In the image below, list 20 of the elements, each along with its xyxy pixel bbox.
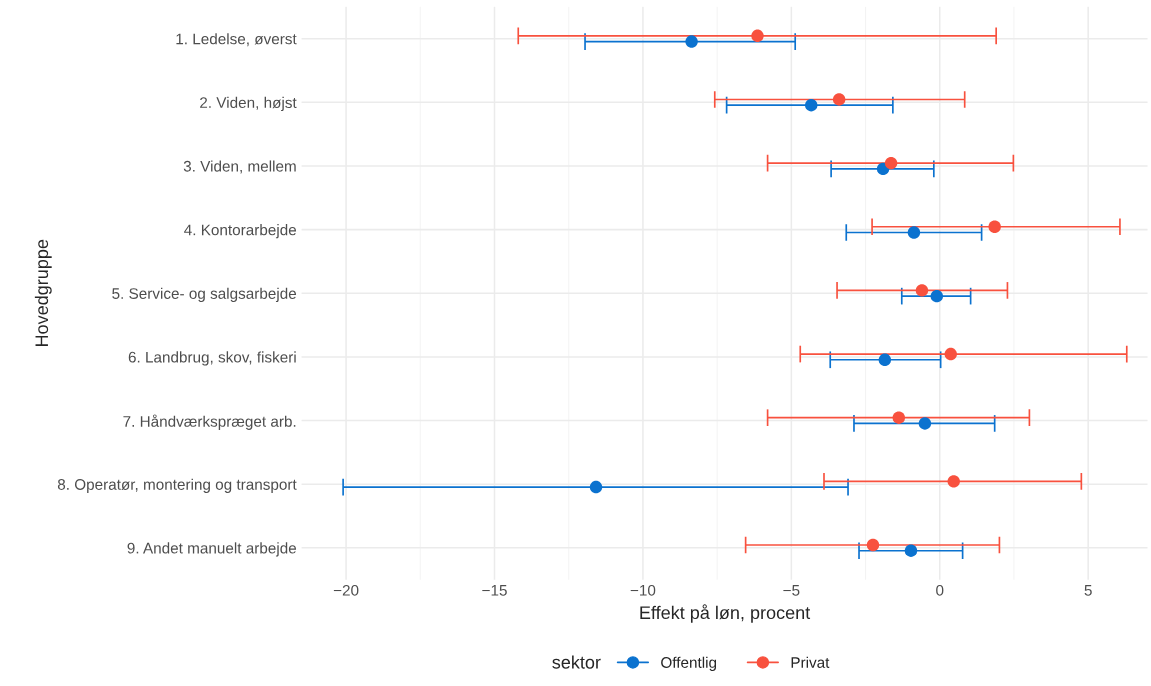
y-tick-label: 5. Service- og salgsarbejde: [112, 287, 297, 302]
y-tick-label: 3. Viden, mellem: [183, 160, 296, 174]
y-tick-label: 7. Håndværkspræget arb.: [123, 414, 296, 430]
y-tick-label: 1. Ledelse, øverst: [176, 33, 297, 47]
y-tick-label: 2. Viden, højst: [200, 96, 297, 112]
y-tick-label: 9. Andet manuelt arbejde: [127, 542, 297, 557]
y-tick-label: 4. Kontorarbejde: [184, 224, 297, 239]
x-tick-label: 5: [1084, 585, 1092, 596]
y-axis-title: Hovedgruppe: [34, 239, 52, 346]
x-tick-label: −20: [333, 584, 359, 596]
x-tick-label: 0: [936, 584, 944, 596]
legend-label: Offentlig: [661, 656, 717, 671]
legend-title: sektor: [552, 655, 601, 669]
x-axis-title: Effekt på løn, procent: [640, 604, 811, 623]
y-tick-label: 6. Landbrug, skov, fiskeri: [128, 351, 296, 366]
x-tick-label: −15: [482, 585, 507, 596]
legend-label: Privat: [791, 656, 830, 668]
y-tick-label: 8. Operatør, montering og transport: [57, 478, 297, 493]
x-tick-label: −10: [630, 584, 656, 596]
x-tick-label: −5: [783, 585, 800, 596]
